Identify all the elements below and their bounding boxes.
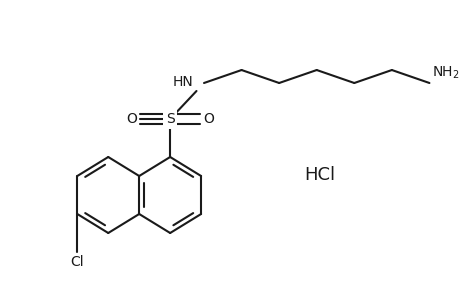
Text: Cl: Cl xyxy=(70,255,84,269)
Text: HN: HN xyxy=(173,75,193,89)
Text: O: O xyxy=(202,112,213,126)
Text: NH$_2$: NH$_2$ xyxy=(431,64,459,81)
Text: S: S xyxy=(165,112,174,126)
Text: HCl: HCl xyxy=(303,166,335,184)
Text: O: O xyxy=(126,112,137,126)
